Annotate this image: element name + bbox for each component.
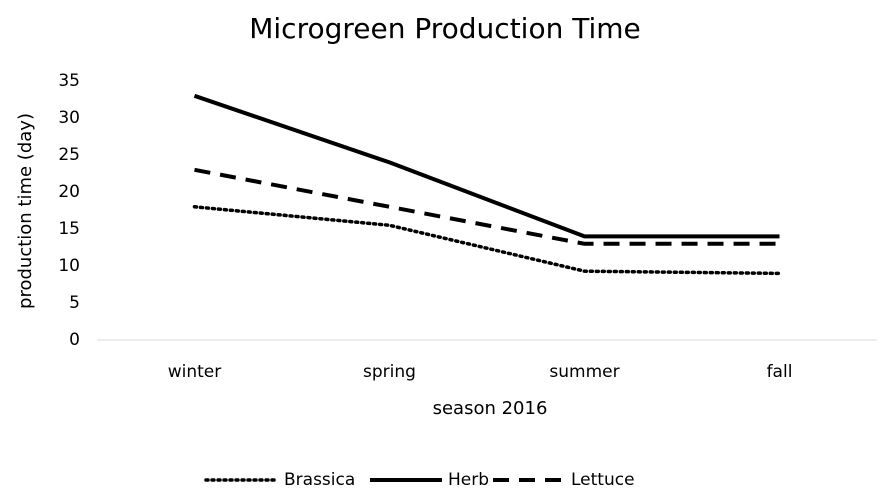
y-tick-label: 35 — [58, 71, 80, 91]
x-tick-label: summer — [549, 362, 619, 382]
y-tick-label: 15 — [58, 219, 80, 239]
chart-title: Microgreen Production Time — [249, 12, 641, 45]
x-tick-label: winter — [168, 362, 222, 382]
series-line — [194, 167, 780, 246]
y-tick-label: 20 — [58, 182, 80, 202]
y-axis-label: production time (day) — [15, 113, 36, 309]
y-tick-label: 5 — [69, 293, 80, 313]
y-tick-label: 0 — [69, 330, 80, 350]
legend-label: Lettuce — [571, 470, 635, 490]
x-tick-label: fall — [767, 362, 793, 382]
x-tick-label: spring — [363, 362, 416, 382]
series-line — [193, 93, 780, 239]
legend-label: Brassica — [284, 470, 355, 490]
x-axis-label: season 2016 — [433, 398, 548, 419]
series-line — [192, 205, 782, 276]
legend-label: Herb — [448, 470, 489, 490]
y-tick-label: 10 — [58, 256, 80, 276]
y-tick-label: 25 — [58, 145, 80, 165]
y-tick-label: 30 — [58, 108, 80, 128]
